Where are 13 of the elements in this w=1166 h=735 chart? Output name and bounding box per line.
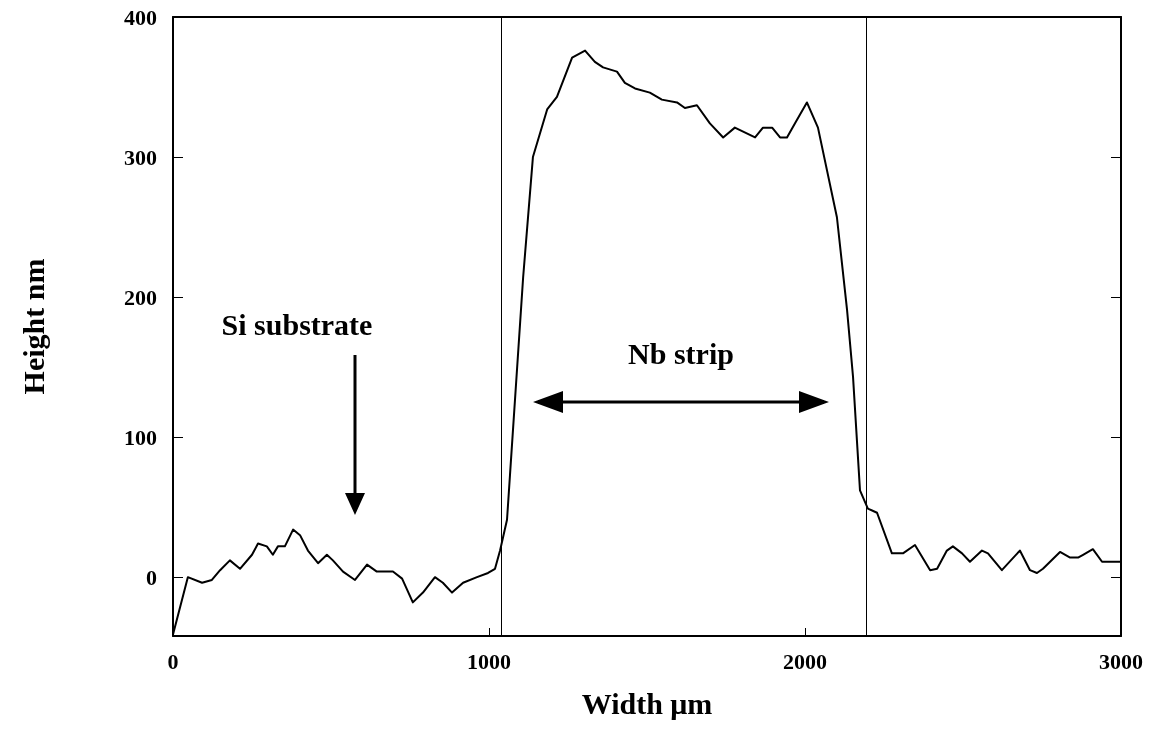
y-tick-label: 300 [124, 144, 157, 170]
x-tick-label: 3000 [1099, 648, 1143, 674]
y-tick-label: 200 [124, 284, 157, 310]
x-axis-title: Width μm [581, 686, 713, 720]
annotation: Nb strip [628, 337, 734, 370]
annotation: Si substrate [221, 308, 373, 341]
x-tick-label: 1000 [467, 648, 511, 674]
y-tick-label: 100 [124, 424, 157, 450]
y-tick-label: 0 [146, 564, 157, 590]
x-tick-label: 0 [167, 648, 179, 674]
y-tick-label: 400 [124, 4, 157, 30]
y-axis-title: Height nm [16, 258, 50, 395]
x-tick-label: 2000 [783, 648, 827, 674]
